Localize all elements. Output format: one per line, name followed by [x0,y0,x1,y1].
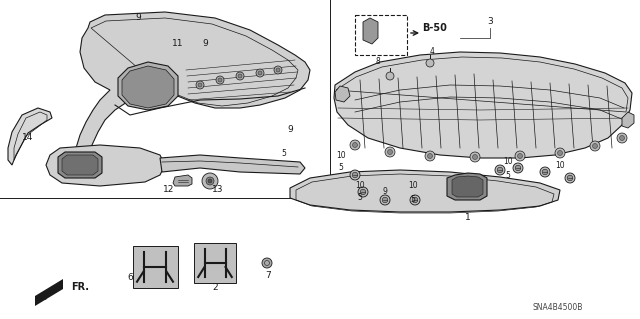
Text: 10: 10 [503,158,513,167]
Polygon shape [35,279,63,306]
Text: 2: 2 [212,284,218,293]
Circle shape [258,71,262,75]
Text: 12: 12 [163,186,175,195]
Circle shape [274,66,282,74]
Circle shape [593,144,598,149]
Circle shape [470,152,480,162]
Circle shape [542,169,548,175]
Polygon shape [290,170,560,212]
Circle shape [567,175,573,181]
Circle shape [380,195,390,205]
Circle shape [513,163,523,173]
Circle shape [198,83,202,87]
Text: 4: 4 [429,48,435,56]
Circle shape [202,173,218,189]
Polygon shape [72,12,310,170]
Circle shape [382,197,388,203]
Text: 1: 1 [465,213,471,222]
Polygon shape [173,175,192,186]
Text: 13: 13 [212,186,224,195]
Circle shape [385,147,395,157]
Text: SNA4B4500B: SNA4B4500B [533,302,583,311]
Text: 5: 5 [358,194,362,203]
Circle shape [358,187,368,197]
Text: 10: 10 [336,151,346,160]
Text: 8: 8 [376,57,380,66]
Circle shape [216,76,224,84]
Text: 7: 7 [265,271,271,279]
Text: 3: 3 [487,18,493,26]
Circle shape [557,151,563,155]
Circle shape [515,151,525,161]
Text: 10: 10 [408,181,418,189]
Text: 10: 10 [355,181,365,189]
Text: 9: 9 [202,39,208,48]
Polygon shape [58,152,102,178]
Circle shape [238,74,242,78]
Circle shape [428,153,433,159]
Circle shape [495,165,505,175]
Polygon shape [335,86,350,102]
Circle shape [353,143,358,147]
Circle shape [426,59,434,67]
Polygon shape [160,155,305,174]
Text: 9: 9 [383,188,387,197]
Circle shape [196,81,204,89]
Polygon shape [452,176,483,197]
Circle shape [236,72,244,80]
Text: 10: 10 [555,160,565,169]
Polygon shape [363,18,378,44]
Polygon shape [334,52,632,158]
Polygon shape [62,155,98,175]
Circle shape [518,153,522,159]
Text: 11: 11 [172,39,184,48]
Circle shape [555,148,565,158]
Circle shape [208,179,212,183]
Circle shape [565,173,575,183]
Polygon shape [447,173,487,200]
Polygon shape [8,108,52,165]
Text: 14: 14 [22,133,34,143]
Polygon shape [122,66,174,108]
Circle shape [386,72,394,80]
Circle shape [590,141,600,151]
Polygon shape [194,243,236,283]
Circle shape [412,197,418,203]
Circle shape [515,165,521,171]
Circle shape [425,151,435,161]
Polygon shape [118,62,178,110]
Text: FR.: FR. [71,282,89,292]
Text: 5: 5 [339,162,344,172]
Circle shape [410,195,420,205]
Circle shape [472,154,477,160]
Circle shape [256,69,264,77]
Circle shape [387,150,392,154]
Text: 5: 5 [411,196,415,204]
Circle shape [218,78,222,82]
Circle shape [497,167,503,173]
Circle shape [276,68,280,72]
Text: B-50: B-50 [422,23,447,33]
Circle shape [350,170,360,180]
Circle shape [262,258,272,268]
Text: 5: 5 [506,170,511,180]
Text: 5: 5 [282,150,287,159]
Circle shape [360,189,365,195]
Circle shape [617,133,627,143]
Circle shape [540,167,550,177]
Circle shape [206,177,214,185]
Circle shape [352,172,358,178]
Polygon shape [132,246,177,288]
Text: 6: 6 [127,273,133,283]
Polygon shape [46,145,165,186]
Text: 9: 9 [287,125,293,135]
Polygon shape [622,112,634,128]
Circle shape [350,140,360,150]
Circle shape [620,136,625,140]
Text: 9: 9 [135,13,141,23]
